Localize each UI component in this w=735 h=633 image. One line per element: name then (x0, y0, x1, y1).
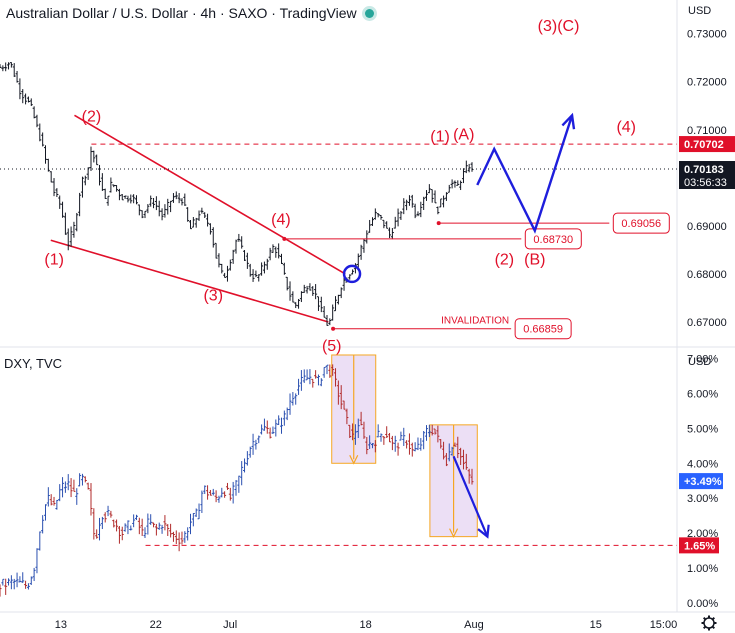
price-tick-label: 0.73000 (687, 29, 727, 41)
gear-tooth (702, 625, 707, 630)
wedge-trendline (74, 114, 346, 275)
measure-arrowhead (349, 455, 359, 465)
percent-tick-label: 4.00% (687, 458, 718, 470)
time-tick-label: Aug (464, 619, 484, 631)
breakout-circle-marker (342, 264, 362, 284)
dxy-projection-arrow (452, 455, 489, 538)
price-tick-label: 0.67000 (687, 317, 727, 329)
settings-gear-icon[interactable] (701, 615, 717, 631)
wave-label: (2) (82, 109, 102, 126)
level-anchor-dot (436, 221, 441, 226)
wedge-trendline (50, 239, 329, 323)
level-tag-label: 0.69056 (621, 218, 661, 230)
level-tag-label: 0.68730 (533, 234, 573, 246)
chart-title-text: Australian Dollar / U.S. Dollar · 4h · S… (6, 5, 357, 21)
price-tick-label: 0.72000 (687, 77, 727, 89)
time-tick-label: Jul (223, 619, 237, 631)
percent-tick-label: 3.00% (687, 493, 718, 505)
price-tick-label: 0.68000 (687, 269, 727, 281)
projection-arrowhead (561, 112, 576, 130)
percent-tick-label: 6.00% (687, 388, 718, 400)
price-tag-label: 0.70702 (684, 139, 724, 151)
level-tag-box (524, 228, 582, 250)
wave-label: (1) (430, 128, 450, 145)
last-price-label: 0.70183 (684, 164, 724, 176)
level-anchor-dot (282, 236, 287, 241)
percent-tick-label: 7.00% (687, 353, 718, 365)
level-tag-label: 0.66859 (523, 324, 563, 336)
price-tick-label: 0.71000 (687, 125, 727, 137)
percent-tick-label: 1.00% (687, 563, 718, 575)
dxy-level-tag-box (679, 537, 719, 554)
gear-tooth (711, 625, 716, 630)
dxy-level-tag-label: 1.65% (684, 540, 715, 552)
countdown-label: 03:56:33 (684, 177, 727, 189)
price-tag-box (679, 136, 735, 153)
wave-label: (4) (616, 119, 636, 136)
time-tick-label: 18 (359, 619, 371, 631)
gear-ring (703, 617, 715, 629)
invalidation-note: INVALIDATION (441, 316, 509, 327)
level-tag-box (612, 212, 670, 234)
chart-title: Australian Dollar / U.S. Dollar · 4h · S… (6, 3, 374, 23)
wave-label: (2) (495, 251, 515, 268)
dxy-last-tag-box (679, 473, 723, 490)
percent-tick-label: 5.00% (687, 423, 718, 435)
wave-label: (5) (322, 338, 342, 355)
currency-label-top: USD (688, 5, 711, 17)
gear-tooth (702, 616, 707, 621)
market-status-icon (364, 8, 374, 18)
dxy-projection-arrowhead (477, 524, 490, 539)
gear-tooth (711, 616, 716, 621)
level-anchor-dot (331, 326, 336, 331)
wave-label: (A) (453, 126, 474, 143)
time-tick-label: 13 (55, 619, 67, 631)
level-tag-box (514, 318, 572, 340)
projection-path (476, 114, 574, 234)
time-tick-label: 15 (590, 619, 602, 631)
time-tick-label: 22 (150, 619, 162, 631)
wave-label: (3)(C) (538, 18, 580, 35)
percent-tick-label: 2.00% (687, 528, 718, 540)
time-tick-label: 15:00 (650, 619, 678, 631)
wave-label: (B) (524, 251, 545, 268)
currency-label-bottom: USD (688, 356, 711, 368)
last-price-tag-box (679, 161, 735, 190)
wave-label: (3) (203, 287, 223, 304)
wave-label: (4) (271, 211, 291, 228)
wave-label: (1) (44, 251, 64, 268)
dxy-last-tag-label: +3.49% (684, 476, 722, 488)
price-tick-label: 0.69000 (687, 221, 727, 233)
dxy-title: DXY, TVC (4, 356, 63, 371)
measure-arrowhead (449, 528, 459, 538)
percent-tick-label: 0.00% (687, 598, 718, 610)
